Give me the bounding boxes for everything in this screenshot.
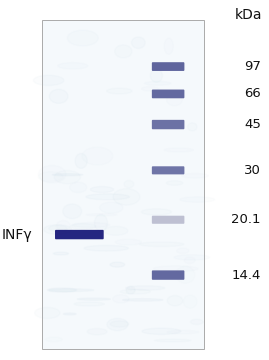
Ellipse shape	[63, 313, 76, 315]
Ellipse shape	[47, 288, 76, 292]
Ellipse shape	[84, 246, 128, 251]
Ellipse shape	[123, 299, 163, 301]
Ellipse shape	[49, 89, 68, 103]
Ellipse shape	[49, 289, 94, 292]
FancyBboxPatch shape	[152, 270, 184, 280]
Ellipse shape	[53, 252, 69, 255]
Text: 30: 30	[244, 164, 261, 177]
Ellipse shape	[142, 328, 181, 334]
Text: 14.4: 14.4	[232, 269, 261, 282]
Text: 20.1: 20.1	[231, 213, 261, 226]
Ellipse shape	[90, 186, 114, 193]
FancyBboxPatch shape	[152, 216, 184, 224]
FancyBboxPatch shape	[152, 120, 184, 129]
Ellipse shape	[110, 262, 125, 267]
Bar	[42, 20, 204, 349]
Ellipse shape	[132, 37, 145, 49]
Ellipse shape	[86, 194, 129, 200]
Text: kDa: kDa	[235, 8, 262, 22]
FancyBboxPatch shape	[152, 90, 184, 98]
Text: 97: 97	[244, 60, 261, 73]
Ellipse shape	[52, 174, 83, 176]
FancyBboxPatch shape	[152, 166, 184, 174]
Text: 66: 66	[244, 87, 261, 100]
Text: INFγ: INFγ	[1, 228, 32, 242]
FancyBboxPatch shape	[152, 62, 184, 71]
Text: 45: 45	[244, 118, 261, 131]
Ellipse shape	[77, 298, 111, 300]
FancyBboxPatch shape	[55, 230, 104, 239]
